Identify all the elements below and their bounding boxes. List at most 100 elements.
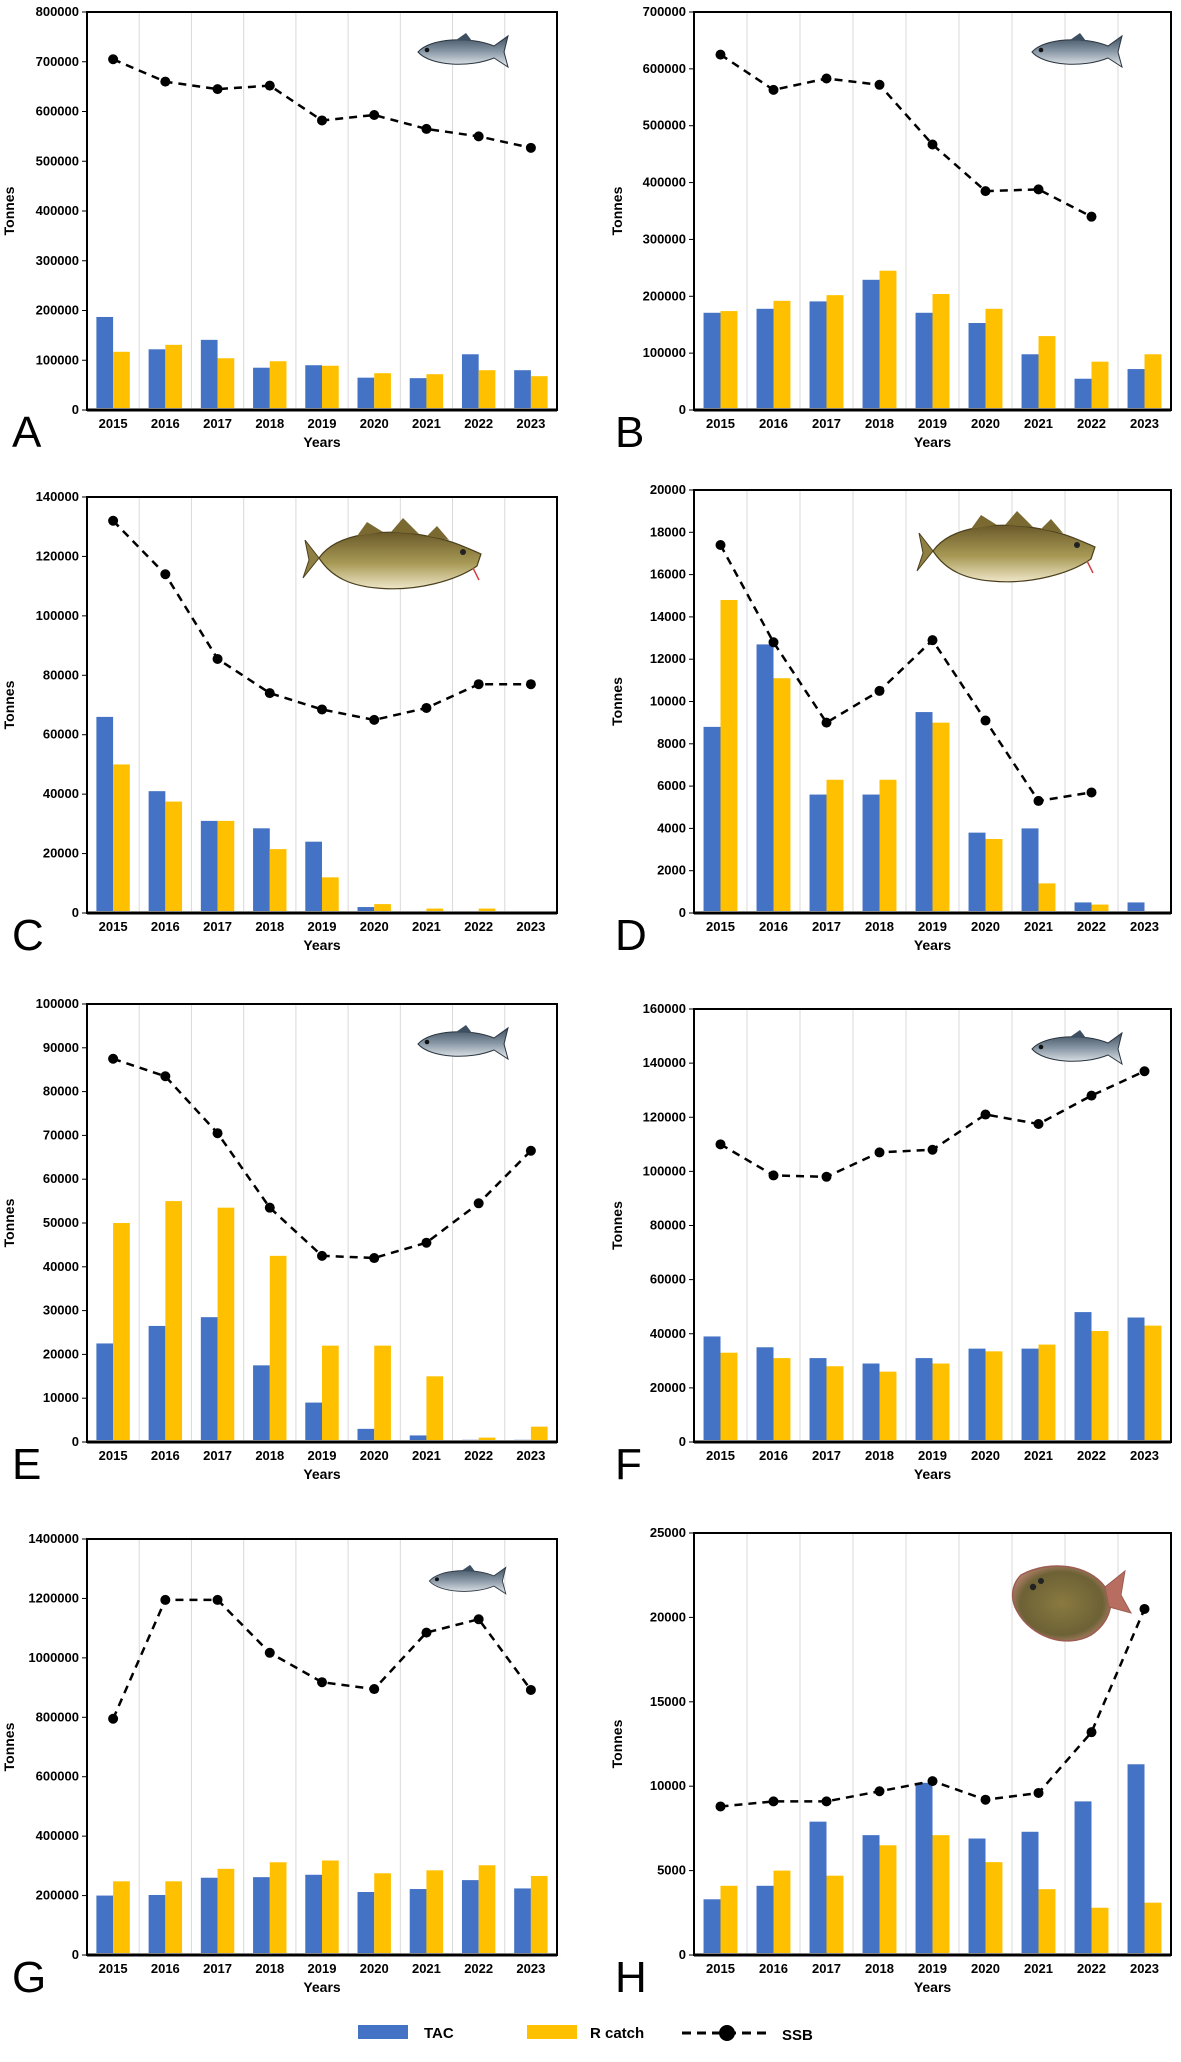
ssb-point (525, 679, 536, 690)
bar-tac (200, 1877, 218, 1955)
y-tick-label: 0 (72, 402, 79, 417)
y-tick-label: 200000 (36, 1888, 79, 1903)
x-axis-label: Years (303, 1466, 341, 1482)
bar-tac (148, 1325, 166, 1442)
fish-eye (424, 47, 430, 53)
bar-rcatch (322, 877, 339, 913)
ssb-point (980, 186, 991, 197)
y-tick-label: 400000 (643, 175, 686, 190)
ssb-point (768, 1170, 779, 1181)
ssb-point (821, 1796, 832, 1807)
bar-rcatch (826, 1875, 844, 1955)
x-tick-label: 2019 (918, 1961, 947, 1976)
bar-tac (915, 1782, 933, 1955)
x-tick-label: 2023 (1130, 1448, 1159, 1463)
y-tick-label: 600000 (36, 104, 79, 119)
ssb-point (1086, 787, 1097, 798)
y-tick-label: 0 (679, 402, 686, 417)
plot-frame (693, 1008, 1172, 1443)
bar-rcatch (269, 1862, 287, 1955)
herring-icon (1031, 33, 1123, 69)
y-tick-label: 8000 (657, 736, 686, 751)
ssb-point (525, 1145, 536, 1156)
bar-tac (253, 828, 270, 913)
legend-swatch-tac (358, 2025, 408, 2039)
y-tick-label: 5000 (657, 1863, 686, 1878)
ssb-point (369, 109, 380, 120)
bar-tac (409, 1435, 427, 1442)
ssb-point (317, 115, 327, 126)
bar-rcatch (530, 376, 548, 410)
x-tick-label: 2015 (99, 1961, 128, 1976)
bar-rcatch (269, 361, 287, 410)
ssb-point (525, 1684, 536, 1695)
x-tick-label: 2016 (759, 416, 788, 431)
bar-rcatch (113, 764, 130, 913)
bar-tac (409, 378, 427, 410)
x-tick-label: 2019 (308, 1961, 337, 1976)
y-tick-label: 800000 (36, 1709, 79, 1724)
y-axis-label: Tonnes (609, 1719, 625, 1768)
cod-icon (916, 511, 1096, 583)
y-tick-label: 700000 (643, 4, 686, 19)
bar-tac (1127, 902, 1145, 913)
fish-body (1031, 33, 1123, 69)
x-axis-label: Years (914, 1466, 952, 1482)
bar-rcatch (826, 295, 844, 410)
bar-rcatch (720, 1885, 738, 1955)
y-tick-label: 0 (72, 1434, 79, 1449)
y-axis-label: Tonnes (1, 1722, 17, 1771)
x-tick-label: 2017 (203, 416, 232, 431)
x-tick-label: 2022 (464, 1448, 493, 1463)
bar-tac (514, 1888, 531, 1955)
bar-tac (809, 1358, 827, 1442)
chart-panel-f: 0 20000 40000 60000 80000 100000 120000 140000 1… (609, 1001, 1172, 1489)
bar-tac (200, 1317, 218, 1442)
x-tick-label: 2019 (308, 416, 337, 431)
y-tick-label: 15000 (650, 1694, 686, 1709)
y-tick-label: 6000 (657, 778, 686, 793)
bar-rcatch (165, 344, 183, 410)
fish-body (417, 33, 509, 69)
x-tick-label: 2016 (151, 1448, 180, 1463)
bar-tac (305, 841, 322, 913)
x-tick-label: 2015 (99, 1448, 128, 1463)
x-tick-label: 2018 (255, 919, 284, 934)
y-axis-label: Tonnes (1, 186, 17, 235)
bar-rcatch (530, 1426, 548, 1442)
ssb-point (212, 84, 223, 95)
y-tick-label: 600000 (643, 61, 686, 76)
x-tick-label: 2018 (255, 416, 284, 431)
bar-tac (305, 365, 322, 410)
y-tick-label: 400000 (36, 1828, 79, 1843)
bar-rcatch (217, 820, 235, 913)
chart-panel-e: 0 10000 20000 30000 40000 50000 60000 70000 8000… (1, 996, 558, 1489)
bar-rcatch (322, 365, 339, 410)
fish-dorsal-fin (461, 1564, 476, 1572)
x-tick-label: 2018 (865, 919, 894, 934)
ssb-point (980, 1794, 991, 1805)
ssb-line (112, 58, 532, 150)
bar-rcatch (720, 599, 738, 913)
fish-outline (1031, 1031, 1123, 1066)
y-tick-label: 140000 (36, 489, 79, 504)
ssb-line (719, 53, 1093, 218)
x-tick-label: 2022 (464, 919, 493, 934)
ssb-point (264, 1647, 275, 1658)
fish-outline (417, 34, 509, 69)
chart-panel-c: 0 20000 40000 60000 80000 100000 120000 140000 2… (1, 489, 558, 960)
x-tick-label: 2018 (255, 1961, 284, 1976)
ssb-line (112, 519, 531, 722)
bar-tac (809, 794, 827, 913)
x-tick-label: 2021 (1024, 1448, 1053, 1463)
x-tick-label: 2017 (812, 919, 841, 934)
x-tick-label: 2023 (516, 1961, 545, 1976)
panel-letter: F (615, 1440, 642, 1489)
bar-rcatch (1038, 883, 1056, 913)
ssb-point (108, 54, 119, 65)
bar-rcatch (374, 904, 391, 913)
bar-rcatch (985, 1862, 1003, 1955)
bar-rcatch (826, 779, 844, 913)
y-tick-label: 20000 (43, 846, 79, 861)
y-tick-label: 10000 (650, 694, 686, 709)
